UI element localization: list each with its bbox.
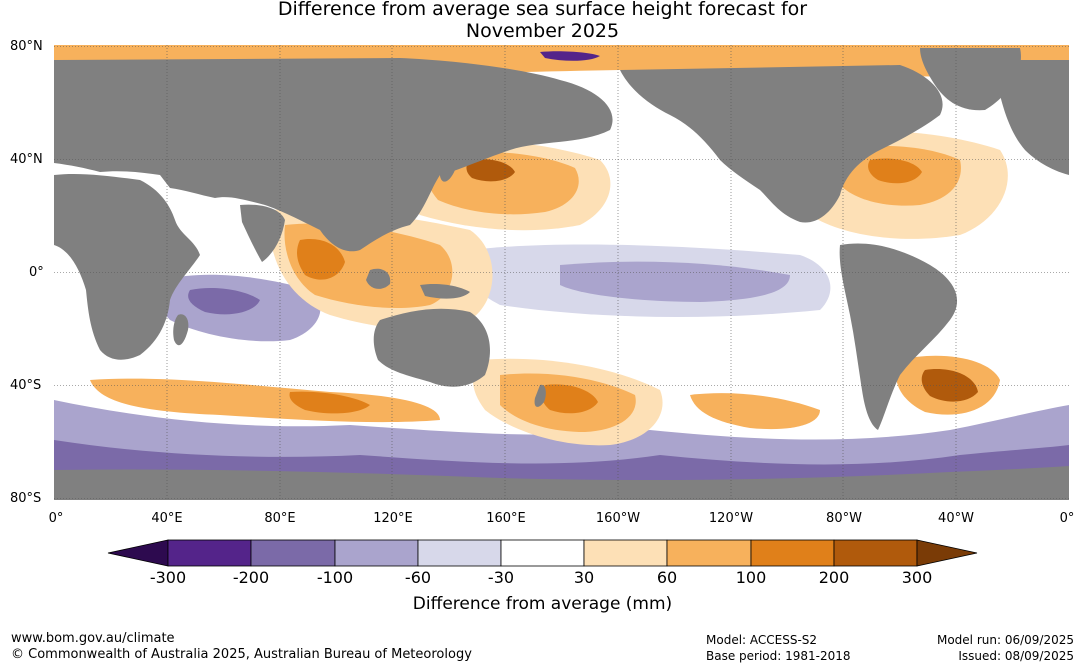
- land-madagascar: [173, 314, 189, 346]
- colorbar-tick: -60: [404, 568, 432, 587]
- arctic-negative-patch: [540, 51, 600, 61]
- lon-label-40w: 40°W: [938, 511, 974, 526]
- north-pacific-peak: [466, 159, 515, 182]
- colorbar-tick: 200: [818, 568, 850, 587]
- north-pacific-strong-positive: [425, 151, 579, 215]
- colorbar-bin-8: [750, 539, 835, 567]
- colorbar-min-extend: [107, 539, 169, 567]
- lon-label-120e: 120°E: [373, 511, 413, 526]
- east-pacific-positive: [690, 393, 820, 430]
- land-india: [240, 204, 285, 262]
- colorbar: [107, 539, 978, 567]
- colorbar-tick: -30: [487, 568, 515, 587]
- colorbar-tick: -200: [232, 568, 270, 587]
- colorbar-bin-2: [250, 539, 336, 567]
- colorbar-bin-7: [666, 539, 752, 567]
- footer-website: www.bom.gov.au/climate: [11, 631, 175, 646]
- colorbar-bin-1: [167, 539, 252, 567]
- anomaly-field: [54, 45, 1069, 500]
- colorbar-tick: 100: [735, 568, 767, 587]
- land-borneo: [366, 268, 391, 289]
- lat-label-80s: 80°S: [10, 491, 42, 506]
- lon-label-160w: 160°W: [595, 511, 641, 526]
- land-new-guinea: [420, 283, 470, 299]
- lon-label-120w: 120°W: [708, 511, 754, 526]
- land-greenland: [920, 48, 1021, 111]
- gulf-stream-peak: [868, 158, 922, 184]
- maritime-continent-peak: [297, 238, 345, 280]
- colorbar-max-extend: [916, 539, 978, 567]
- southern-indian-peak: [289, 391, 370, 414]
- footer-model: Model: ACCESS-S2: [706, 633, 818, 647]
- land-africa: [54, 173, 200, 360]
- lat-label-40s: 40°S: [10, 378, 42, 393]
- lon-label-40e: 40°E: [151, 511, 183, 526]
- colorbar-bin-9: [833, 539, 918, 567]
- chart-title-line1: Difference from average sea surface heig…: [277, 0, 808, 20]
- land-japan: [440, 153, 456, 182]
- colorbar-tick: -300: [149, 568, 187, 587]
- colorbar-tick: -100: [316, 568, 354, 587]
- colorbar-bin-6: [583, 539, 668, 567]
- colorbar-tick: 300: [901, 568, 933, 587]
- lon-label-80e: 80°E: [264, 511, 296, 526]
- colorbar-label: Difference from average (mm): [412, 594, 673, 614]
- lat-label-40n: 40°N: [10, 152, 43, 167]
- pacific-negative-core: [560, 261, 790, 302]
- land-masses: [54, 48, 1069, 500]
- land-australia: [373, 308, 490, 387]
- lat-label-80n: 80°N: [10, 39, 43, 54]
- colorbar-bin-4: [417, 539, 502, 567]
- land-north-america: [620, 65, 943, 223]
- colorbar-tick: 30: [573, 568, 595, 587]
- indian-ocean-strong-negative: [188, 288, 260, 315]
- footer-copyright: © Commonwealth of Australia 2025, Austra…: [11, 647, 472, 662]
- lon-label-160e: 160°E: [486, 511, 526, 526]
- land-new-zealand: [534, 384, 546, 407]
- colorbar-tick: 60: [656, 568, 678, 587]
- land-eurasia: [54, 58, 613, 252]
- lon-label-0-right: 0°: [1059, 511, 1075, 526]
- land-south-america: [839, 243, 958, 430]
- lon-label-80w: 80°W: [826, 511, 862, 526]
- colorbar-bin-3: [334, 539, 419, 567]
- chart-title-line2: November 2025: [465, 20, 620, 42]
- colorbar-bin-5: [500, 539, 585, 567]
- south-atlantic-peak: [921, 369, 978, 402]
- footer-issued: Issued: 08/09/2025: [958, 649, 1074, 663]
- lon-label-0-left: 0°: [48, 511, 64, 526]
- land-europe: [1000, 60, 1069, 175]
- footer-model-run: Model run: 06/09/2025: [936, 633, 1074, 647]
- footer-base-period: Base period: 1981-2018: [706, 649, 851, 663]
- south-pacific-peak: [541, 384, 598, 414]
- land-antarctica: [54, 466, 1069, 500]
- lat-label-equator: 0°: [29, 265, 44, 280]
- graticule: [54, 45, 1069, 500]
